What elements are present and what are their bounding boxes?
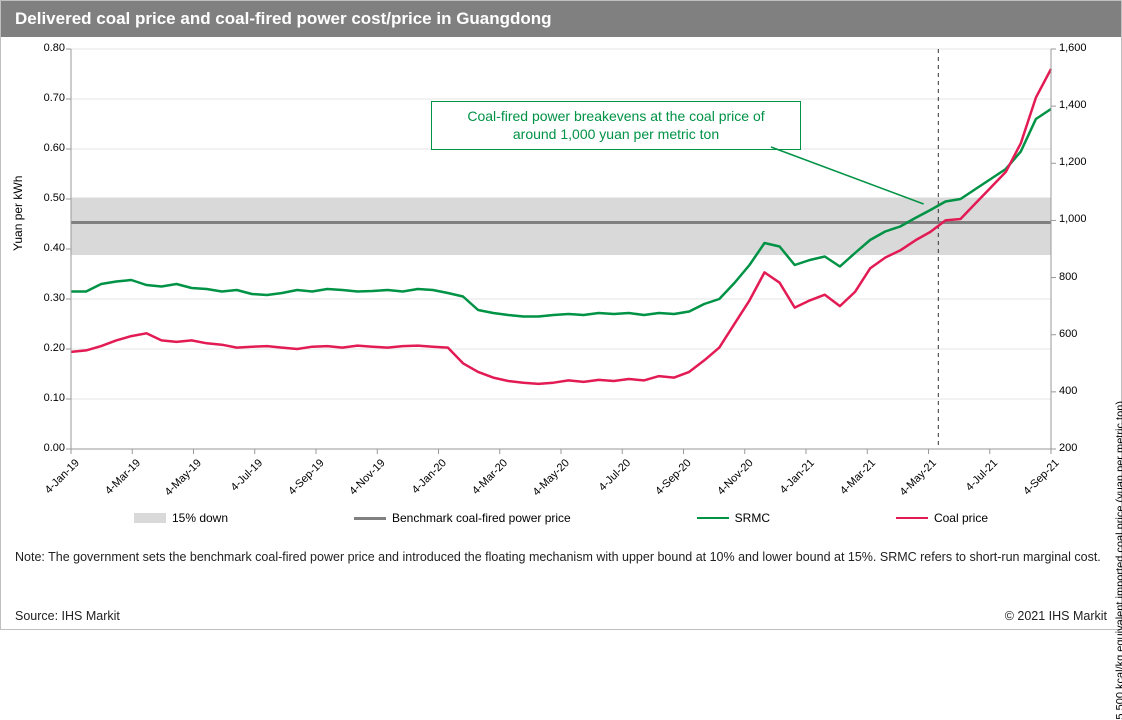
callout-box: Coal-fired power breakevens at the coal … — [431, 101, 801, 150]
y1-tick-label: 0.00 — [25, 442, 65, 454]
source-text: Source: IHS Markit — [15, 609, 120, 623]
legend-item-band: 15% down — [134, 511, 228, 525]
x-tick-label: 4-Jan-21 — [777, 457, 816, 496]
y1-tick-label: 0.60 — [25, 142, 65, 154]
y1-tick-label: 0.70 — [25, 92, 65, 104]
legend-item-benchmark: Benchmark coal-fired power price — [354, 511, 571, 525]
legend-swatch — [896, 517, 928, 520]
footnote: Note: The government sets the benchmark … — [15, 549, 1109, 566]
copyright-text: © 2021 IHS Markit — [1005, 609, 1107, 623]
y1-tick-label: 0.80 — [25, 42, 65, 54]
legend-swatch — [134, 513, 166, 523]
y1-tick-label: 0.20 — [25, 342, 65, 354]
x-tick-label: 4-May-21 — [898, 457, 939, 498]
x-tick-label: 4-May-20 — [530, 457, 571, 498]
legend: 15% down Benchmark coal-fired power pric… — [71, 511, 1051, 525]
x-tick-label: 4-May-19 — [163, 457, 204, 498]
legend-label: Coal price — [934, 511, 988, 525]
x-tick-label: 4-Jul-19 — [229, 457, 266, 494]
x-tick-label: 4-Jan-20 — [410, 457, 449, 496]
legend-swatch — [697, 517, 729, 520]
x-tick-label: 4-Mar-20 — [470, 457, 510, 497]
y1-tick-label: 0.40 — [25, 242, 65, 254]
y2-tick-label: 800 — [1059, 271, 1099, 283]
legend-label: 15% down — [172, 511, 228, 525]
y1-tick-label: 0.50 — [25, 192, 65, 204]
y2-tick-label: 400 — [1059, 385, 1099, 397]
x-tick-label: 4-Nov-20 — [715, 457, 755, 497]
y2-tick-label: 1,000 — [1059, 213, 1099, 225]
y2-tick-label: 200 — [1059, 442, 1099, 454]
y2-tick-label: 1,400 — [1059, 99, 1099, 111]
x-tick-label: 4-Sep-19 — [286, 457, 326, 497]
legend-item-coal: Coal price — [896, 511, 988, 525]
callout-text-1: Coal-fired power breakevens at the coal … — [442, 108, 790, 126]
x-tick-label: 4-Jul-20 — [596, 457, 633, 494]
chart-frame: Delivered coal price and coal-fired powe… — [0, 0, 1122, 630]
x-tick-label: 4-Sep-21 — [1021, 457, 1061, 497]
chart-title: Delivered coal price and coal-fired powe… — [1, 1, 1121, 37]
y1-axis-label: Yuan per kWh — [11, 176, 25, 251]
footer: Source: IHS Markit © 2021 IHS Markit — [15, 609, 1107, 623]
y2-tick-label: 1,200 — [1059, 156, 1099, 168]
legend-label: Benchmark coal-fired power price — [392, 511, 571, 525]
callout-text-2: around 1,000 yuan per metric ton — [442, 126, 790, 144]
legend-swatch — [354, 517, 386, 520]
plot-area: Coal-fired power breakevens at the coal … — [71, 49, 1051, 449]
x-tick-label: 4-Nov-19 — [347, 457, 387, 497]
y1-tick-label: 0.10 — [25, 392, 65, 404]
x-tick-label: 4-Mar-19 — [103, 457, 143, 497]
x-tick-label: 4-Jul-21 — [964, 457, 1001, 494]
legend-label: SRMC — [735, 511, 770, 525]
y2-axis-label: 5,500 kcal/kg equivalent imported coal p… — [1115, 401, 1122, 720]
x-tick-label: 4-Jan-19 — [42, 457, 81, 496]
x-tick-label: 4-Mar-21 — [838, 457, 878, 497]
x-tick-label: 4-Sep-20 — [653, 457, 693, 497]
y2-tick-label: 1,600 — [1059, 42, 1099, 54]
legend-item-srmc: SRMC — [697, 511, 770, 525]
y2-tick-label: 600 — [1059, 328, 1099, 340]
y1-tick-label: 0.30 — [25, 292, 65, 304]
